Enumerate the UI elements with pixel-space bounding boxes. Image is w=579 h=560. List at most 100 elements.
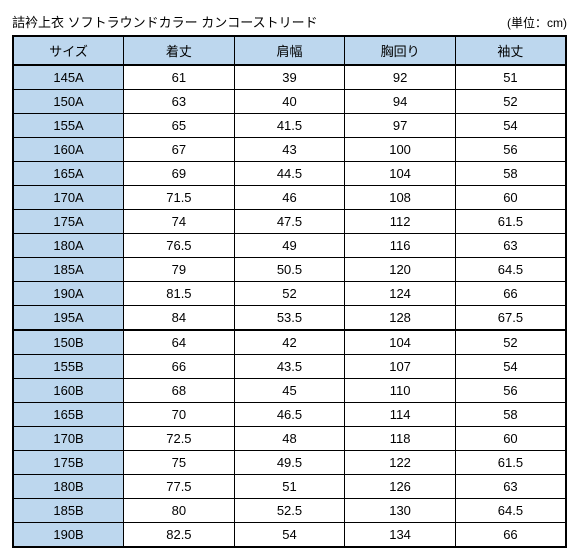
table-row: 165B7046.511458 bbox=[13, 403, 566, 427]
table-row: 160A674310056 bbox=[13, 138, 566, 162]
table-body: 145A61399251150A63409452155A6541.5975416… bbox=[13, 65, 566, 547]
cell-value: 39 bbox=[234, 65, 345, 90]
cell-value: 56 bbox=[455, 138, 566, 162]
cell-value: 63 bbox=[124, 90, 235, 114]
cell-value: 76.5 bbox=[124, 234, 235, 258]
cell-value: 51 bbox=[234, 475, 345, 499]
cell-value: 48 bbox=[234, 427, 345, 451]
cell-size: 155A bbox=[13, 114, 124, 138]
cell-value: 110 bbox=[345, 379, 456, 403]
cell-size: 175B bbox=[13, 451, 124, 475]
col-chest: 胸回り bbox=[345, 36, 456, 65]
table-row: 150A63409452 bbox=[13, 90, 566, 114]
cell-value: 58 bbox=[455, 162, 566, 186]
cell-value: 61.5 bbox=[455, 210, 566, 234]
cell-size: 190B bbox=[13, 523, 124, 548]
cell-value: 116 bbox=[345, 234, 456, 258]
cell-value: 42 bbox=[234, 330, 345, 355]
cell-value: 46.5 bbox=[234, 403, 345, 427]
cell-value: 40 bbox=[234, 90, 345, 114]
cell-value: 66 bbox=[455, 282, 566, 306]
cell-value: 58 bbox=[455, 403, 566, 427]
cell-value: 74 bbox=[124, 210, 235, 234]
cell-size: 175A bbox=[13, 210, 124, 234]
cell-value: 124 bbox=[345, 282, 456, 306]
cell-value: 56 bbox=[455, 379, 566, 403]
cell-value: 49.5 bbox=[234, 451, 345, 475]
cell-size: 195A bbox=[13, 306, 124, 331]
table-row: 145A61399251 bbox=[13, 65, 566, 90]
cell-value: 75 bbox=[124, 451, 235, 475]
table-row: 190A81.55212466 bbox=[13, 282, 566, 306]
cell-value: 72.5 bbox=[124, 427, 235, 451]
cell-value: 53.5 bbox=[234, 306, 345, 331]
cell-value: 52 bbox=[455, 90, 566, 114]
cell-size: 165B bbox=[13, 403, 124, 427]
cell-value: 61 bbox=[124, 65, 235, 90]
cell-value: 84 bbox=[124, 306, 235, 331]
cell-value: 126 bbox=[345, 475, 456, 499]
size-table: サイズ 着丈 肩幅 胸回り 袖丈 145A61399251150A6340945… bbox=[12, 35, 567, 548]
cell-value: 134 bbox=[345, 523, 456, 548]
cell-value: 71.5 bbox=[124, 186, 235, 210]
col-size: サイズ bbox=[13, 36, 124, 65]
cell-value: 128 bbox=[345, 306, 456, 331]
cell-value: 69 bbox=[124, 162, 235, 186]
cell-value: 60 bbox=[455, 427, 566, 451]
cell-value: 92 bbox=[345, 65, 456, 90]
cell-value: 67.5 bbox=[455, 306, 566, 331]
table-row: 150B644210452 bbox=[13, 330, 566, 355]
table-row: 155A6541.59754 bbox=[13, 114, 566, 138]
cell-value: 45 bbox=[234, 379, 345, 403]
cell-value: 54 bbox=[455, 114, 566, 138]
cell-value: 52.5 bbox=[234, 499, 345, 523]
cell-value: 63 bbox=[455, 234, 566, 258]
cell-size: 160B bbox=[13, 379, 124, 403]
table-row: 175A7447.511261.5 bbox=[13, 210, 566, 234]
cell-value: 107 bbox=[345, 355, 456, 379]
cell-size: 170A bbox=[13, 186, 124, 210]
table-row: 195A8453.512867.5 bbox=[13, 306, 566, 331]
heading-row: 詰衿上衣 ソフトラウンドカラー カンコーストリード (単位：cm) bbox=[12, 12, 567, 31]
cell-value: 49 bbox=[234, 234, 345, 258]
cell-value: 66 bbox=[124, 355, 235, 379]
table-row: 175B7549.512261.5 bbox=[13, 451, 566, 475]
cell-value: 70 bbox=[124, 403, 235, 427]
cell-size: 185A bbox=[13, 258, 124, 282]
cell-value: 64 bbox=[124, 330, 235, 355]
cell-value: 65 bbox=[124, 114, 235, 138]
table-row: 185B8052.513064.5 bbox=[13, 499, 566, 523]
table-row: 190B82.55413466 bbox=[13, 523, 566, 548]
cell-value: 43.5 bbox=[234, 355, 345, 379]
unit-label: (単位：cm) bbox=[507, 14, 567, 31]
cell-value: 108 bbox=[345, 186, 456, 210]
header-row: サイズ 着丈 肩幅 胸回り 袖丈 bbox=[13, 36, 566, 65]
cell-value: 100 bbox=[345, 138, 456, 162]
cell-size: 190A bbox=[13, 282, 124, 306]
cell-value: 54 bbox=[234, 523, 345, 548]
cell-value: 46 bbox=[234, 186, 345, 210]
cell-value: 80 bbox=[124, 499, 235, 523]
cell-value: 77.5 bbox=[124, 475, 235, 499]
cell-value: 94 bbox=[345, 90, 456, 114]
cell-value: 52 bbox=[455, 330, 566, 355]
cell-value: 112 bbox=[345, 210, 456, 234]
cell-value: 68 bbox=[124, 379, 235, 403]
cell-size: 145A bbox=[13, 65, 124, 90]
table-row: 180B77.55112663 bbox=[13, 475, 566, 499]
table-row: 185A7950.512064.5 bbox=[13, 258, 566, 282]
table-row: 160B684511056 bbox=[13, 379, 566, 403]
cell-size: 165A bbox=[13, 162, 124, 186]
table-row: 170B72.54811860 bbox=[13, 427, 566, 451]
col-sleeve: 袖丈 bbox=[455, 36, 566, 65]
cell-value: 64.5 bbox=[455, 258, 566, 282]
cell-value: 122 bbox=[345, 451, 456, 475]
cell-value: 66 bbox=[455, 523, 566, 548]
cell-value: 63 bbox=[455, 475, 566, 499]
cell-value: 120 bbox=[345, 258, 456, 282]
table-row: 170A71.54610860 bbox=[13, 186, 566, 210]
col-shoulder: 肩幅 bbox=[234, 36, 345, 65]
cell-value: 44.5 bbox=[234, 162, 345, 186]
table-row: 155B6643.510754 bbox=[13, 355, 566, 379]
cell-size: 180A bbox=[13, 234, 124, 258]
